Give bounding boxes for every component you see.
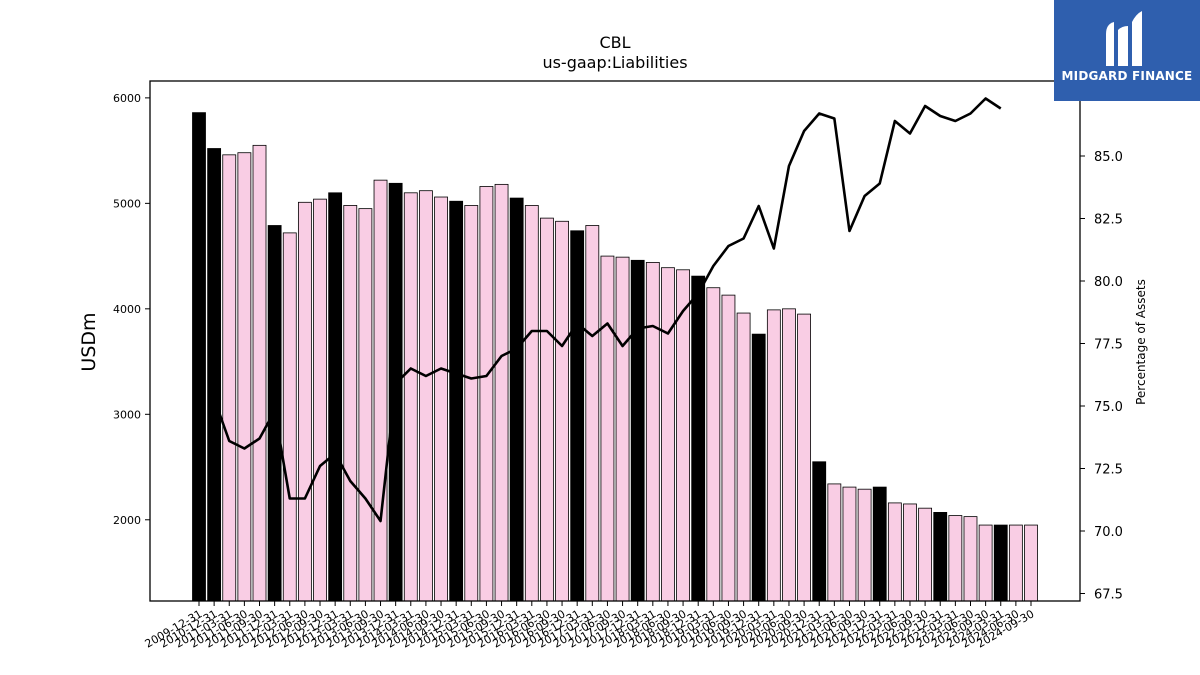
percentage-of-assets-line [212, 97, 1002, 523]
bar-2016-12-31 [570, 230, 585, 602]
y2-tick-label: 82.5 [1094, 213, 1123, 228]
bar-2015-06-30 [479, 186, 494, 602]
bar-2012-12-31 [328, 192, 343, 602]
bar-2022-12-31 [933, 512, 948, 602]
chart-subtitle: us-gaap:Liabilities [542, 53, 687, 72]
bar-2009-12-31 [192, 112, 206, 602]
bar-2014-06-30 [419, 190, 433, 602]
bar-2020-12-31 [812, 461, 827, 602]
bar-2021-09-30 [857, 488, 872, 602]
bar-2011-03-31 [222, 154, 237, 602]
bar-2013-09-30 [373, 179, 388, 602]
bar-2013-03-31 [343, 205, 358, 602]
bar-2017-06-30 [600, 255, 615, 602]
bar-2022-06-30 [903, 503, 917, 602]
chart-title: CBL [599, 33, 630, 52]
midgard-finance-logo: MIDGARD FINANCE [1054, 0, 1200, 101]
bar-2018-06-30 [661, 267, 675, 602]
y2-tick-label: 77.5 [1094, 338, 1123, 353]
bar-2019-09-30 [736, 312, 751, 602]
bar-2018-03-31 [645, 262, 660, 602]
y-axis-label: USDm [78, 312, 100, 371]
bar-2024-09-30 [1024, 524, 1038, 602]
bar-2010-12-31 [207, 148, 222, 602]
bar-2021-03-31 [827, 483, 842, 602]
bar-2016-09-30 [555, 220, 569, 602]
bar-2022-03-31 [887, 502, 902, 602]
bar-2015-12-31 [509, 197, 524, 602]
bar-2020-03-31 [766, 309, 781, 602]
bar-2012-03-31 [282, 232, 297, 602]
y-tick-label: 3000 [113, 408, 141, 421]
bar-2020-06-30 [782, 308, 796, 602]
y-tick-label: 5000 [113, 197, 141, 210]
left-axis-ticks: 2000 3000 4000 5000 6000 [113, 92, 150, 527]
y2-tick-label: 72.5 [1094, 463, 1123, 478]
bar-2018-12-31 [691, 275, 706, 602]
bar-2024-06-30 [1008, 524, 1023, 602]
y2-tick-label: 67.5 [1094, 588, 1123, 603]
bar-2019-06-30 [721, 294, 736, 602]
bar-2017-03-31 [585, 225, 600, 602]
logo-mark-icon [1106, 11, 1142, 66]
bar-2023-09-30 [978, 524, 993, 602]
bar-2016-03-31 [524, 205, 539, 602]
bar-2011-09-30 [252, 144, 267, 602]
plot-frame [149, 80, 1081, 602]
y2-axis-label: Percentage of Assets [1134, 279, 1148, 405]
bar-2024-03-31 [993, 524, 1008, 602]
bar-2014-09-30 [434, 196, 448, 602]
bar-2022-09-30 [918, 507, 933, 602]
percentage-line-series [212, 97, 1002, 523]
bar-2013-06-30 [358, 208, 373, 602]
y-tick-label: 4000 [113, 303, 141, 316]
bar-2017-12-31 [630, 259, 645, 602]
bar-2014-12-31 [449, 200, 464, 602]
y-tick-label: 2000 [113, 514, 141, 527]
bar-series [192, 112, 1038, 602]
bar-2020-09-30 [797, 313, 811, 602]
y-tick-label: 6000 [113, 92, 141, 105]
bar-2023-03-31 [948, 515, 963, 602]
right-axis-ticks: 67.5 70.0 72.5 75.0 77.5 80.0 82.5 85.0 [1080, 150, 1123, 603]
y2-tick-label: 85.0 [1094, 150, 1123, 165]
bar-2012-09-30 [313, 198, 327, 602]
bar-2016-06-30 [540, 217, 554, 602]
bar-2017-09-30 [615, 256, 630, 602]
y2-tick-label: 75.0 [1094, 400, 1123, 415]
logo-text: MIDGARD FINANCE [1061, 69, 1193, 83]
bar-2011-06-30 [237, 152, 252, 602]
bar-2012-06-30 [297, 201, 312, 602]
x-axis-ticks: 2009-12-312010-12-312011-03-312011-06-30… [143, 601, 1037, 651]
bar-2023-06-30 [963, 516, 978, 602]
bar-2015-03-31 [464, 205, 479, 602]
bar-2019-03-31 [706, 287, 721, 602]
bar-2021-12-31 [872, 486, 887, 602]
y2-tick-label: 70.0 [1094, 525, 1123, 540]
y2-tick-label: 80.0 [1094, 275, 1123, 290]
bar-2019-12-31 [751, 333, 766, 602]
bar-2015-09-30 [494, 183, 509, 602]
bar-2021-06-30 [842, 486, 857, 602]
bar-2014-03-31 [403, 192, 418, 602]
